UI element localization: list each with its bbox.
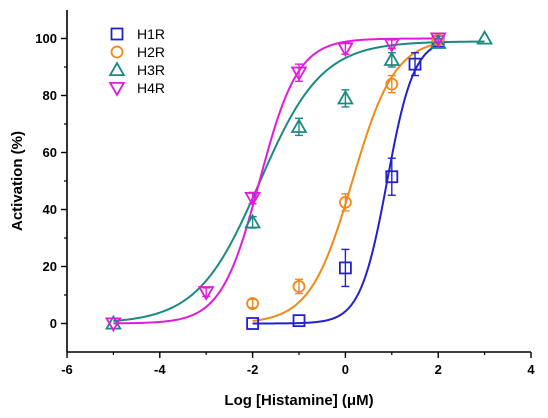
data-point-h4r xyxy=(197,286,215,301)
legend-marker-h1r xyxy=(110,27,124,41)
y-tick-label: 0 xyxy=(50,316,57,331)
data-point-h3r xyxy=(336,89,354,105)
data-point-h2r xyxy=(338,195,352,209)
data-point-h1r xyxy=(292,314,306,328)
data-point-h2r xyxy=(246,297,260,310)
y-tick-label: 40 xyxy=(43,202,57,217)
legend-marker-h3r xyxy=(108,61,126,77)
data-point-h3r xyxy=(429,34,447,49)
legend-label-h2r: H2R xyxy=(137,44,165,60)
data-point-h3r xyxy=(476,29,494,45)
x-tick-label: -2 xyxy=(247,362,259,377)
data-point-h4r xyxy=(383,38,401,53)
data-point-h4r xyxy=(104,317,122,333)
data-point-h4r xyxy=(244,192,262,207)
y-tick-label: 60 xyxy=(43,145,57,160)
data-point-h2r xyxy=(385,77,399,91)
legend: H1R H2R H3R H4R xyxy=(108,26,165,97)
data-point-h1r xyxy=(385,170,399,184)
legend-label-h3r: H3R xyxy=(137,62,165,78)
data-point-h4r xyxy=(336,42,354,58)
data-point-h3r xyxy=(244,213,262,229)
data-point-h4r xyxy=(290,66,308,82)
x-tick-label: 4 xyxy=(527,362,535,377)
fit-curve-h1r xyxy=(252,43,439,325)
legend-marker-h2r xyxy=(110,45,124,59)
data-point-h3r xyxy=(383,51,401,66)
y-axis-title: Activation (%) xyxy=(9,131,26,231)
legend-marker-h4r xyxy=(108,81,126,97)
data-point-h3r xyxy=(290,118,308,133)
x-tick-label: -4 xyxy=(154,362,166,377)
data-point-h2r xyxy=(292,280,306,293)
legend-label-h1r: H1R xyxy=(137,26,165,42)
x-tick-label: -6 xyxy=(61,362,73,377)
y-tick-label: 80 xyxy=(43,88,57,103)
x-tick-label: 2 xyxy=(435,362,442,377)
data-points xyxy=(104,29,494,333)
legend-label-h4r: H4R xyxy=(137,80,165,96)
fit-curve-h3r xyxy=(113,40,485,322)
y-tick-label: 20 xyxy=(43,259,57,274)
x-tick-label: 0 xyxy=(342,362,349,377)
data-point-h1r xyxy=(246,317,260,330)
data-point-h4r xyxy=(429,32,447,48)
y-tick-label: 100 xyxy=(35,31,57,46)
data-point-h1r xyxy=(338,261,352,275)
data-point-h1r xyxy=(408,57,422,71)
x-axis-title: Log [Histamine] (μM) xyxy=(224,392,373,409)
